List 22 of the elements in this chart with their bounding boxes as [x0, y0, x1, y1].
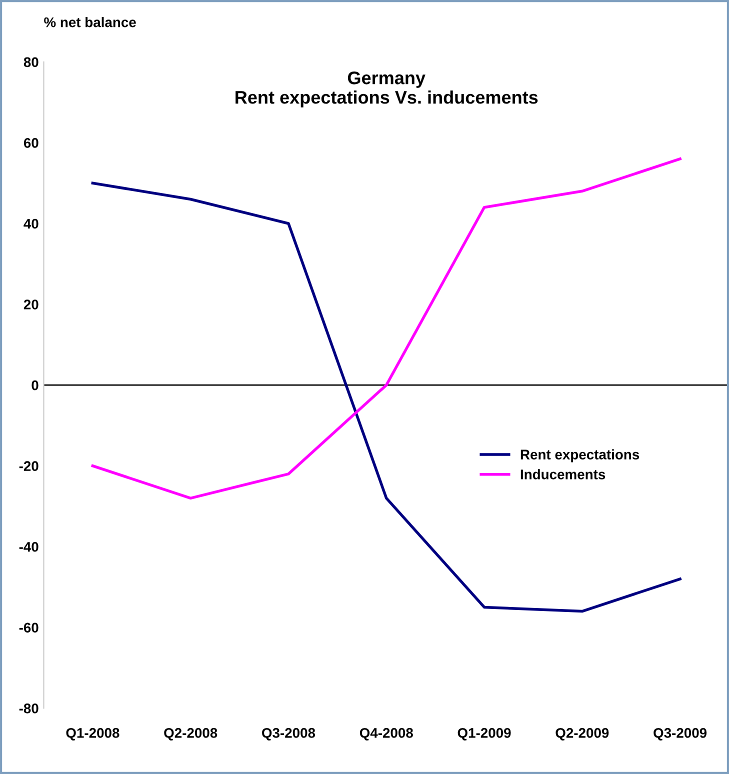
y-tick-label: 40: [24, 218, 38, 229]
line-series: [91, 182, 682, 613]
x-tick-label: Q3-2008: [262, 728, 316, 740]
y-tick-label: 0: [32, 380, 38, 390]
x-tick-label: Q2-2009: [556, 728, 609, 740]
y-tick-label: -20: [19, 461, 38, 472]
y-tick-label: -80: [19, 704, 38, 714]
legend-label: Rent expectations: [520, 449, 640, 462]
y-tick-label: 60: [24, 138, 38, 148]
x-tick-label: Q2-2008: [164, 728, 218, 740]
y-tick-label: -40: [19, 542, 38, 552]
text: Germany Rent expectations Vs. inducements: [236, 72, 538, 108]
legend-label: Inducements: [520, 469, 606, 480]
x-tick-label: Q3-2009: [654, 728, 707, 740]
y-tick-label: -60: [19, 622, 38, 633]
line-series: [91, 157, 682, 500]
x-tick-label: Q4-2008: [360, 728, 413, 740]
x-tick-label: Q1-2009: [458, 728, 511, 740]
y-tick-label: 80: [24, 57, 38, 68]
y-tick-label: 20: [24, 300, 38, 310]
x-tick-label: Q1-2008: [66, 728, 120, 740]
y-axis-title: % net balance: [44, 17, 136, 28]
